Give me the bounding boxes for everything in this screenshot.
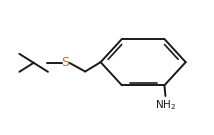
Text: NH$_2$: NH$_2$ (155, 99, 176, 112)
Text: S: S (62, 56, 70, 69)
